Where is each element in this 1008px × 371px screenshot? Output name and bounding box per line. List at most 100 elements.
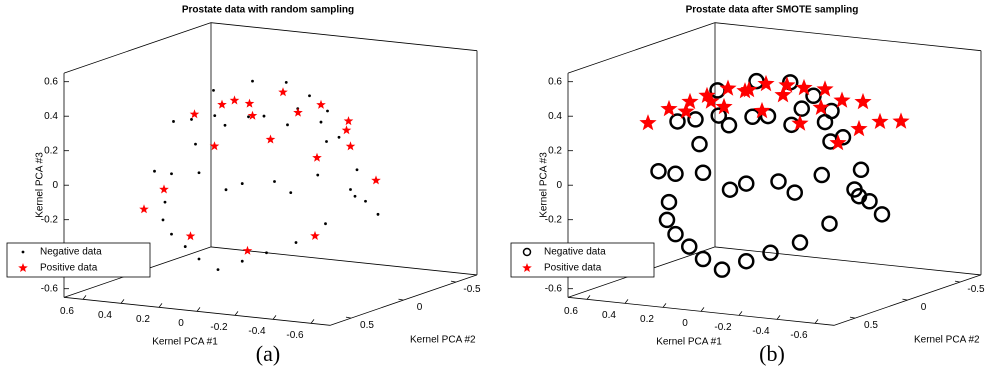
x-tick-label: -0.6 bbox=[286, 330, 304, 341]
chart-title: Prostate data with random sampling bbox=[182, 5, 354, 16]
point bbox=[229, 95, 240, 105]
y-tick-label: -0.5 bbox=[463, 284, 481, 295]
point bbox=[337, 135, 341, 139]
point bbox=[833, 91, 851, 108]
z-tick-label: -0.2 bbox=[545, 214, 563, 225]
x-tick-label: 0.6 bbox=[60, 306, 74, 317]
point bbox=[18, 263, 28, 272]
z-tick-label: -0.6 bbox=[41, 283, 59, 294]
point bbox=[715, 97, 733, 115]
point bbox=[691, 135, 708, 153]
point bbox=[312, 152, 322, 162]
legend-label: Negative data bbox=[544, 247, 606, 258]
x-tick-label: -0.2 bbox=[714, 322, 732, 333]
point bbox=[247, 115, 250, 119]
point bbox=[738, 175, 755, 192]
y-tick bbox=[450, 280, 457, 283]
point bbox=[813, 166, 830, 184]
x-tick-label: 0 bbox=[682, 318, 688, 329]
point bbox=[273, 180, 276, 183]
point bbox=[240, 259, 244, 263]
point bbox=[161, 218, 165, 222]
point bbox=[324, 222, 327, 226]
point bbox=[289, 191, 293, 195]
point bbox=[694, 250, 712, 268]
legend-box bbox=[510, 242, 655, 278]
z-tick-label: 0.2 bbox=[44, 145, 58, 156]
point bbox=[757, 74, 775, 92]
point bbox=[522, 263, 532, 272]
point bbox=[522, 247, 532, 257]
box-edge bbox=[63, 22, 212, 74]
x-tick bbox=[234, 311, 239, 316]
point bbox=[242, 245, 253, 255]
point bbox=[713, 261, 731, 278]
point bbox=[719, 79, 737, 96]
point bbox=[355, 168, 359, 172]
point bbox=[159, 184, 169, 194]
z-tick-label: -0.2 bbox=[41, 214, 59, 225]
z-tick-label: 0.4 bbox=[44, 111, 58, 122]
point bbox=[316, 173, 320, 177]
x-axis-label: Kernel PCA #1 bbox=[152, 337, 218, 348]
y-tick bbox=[345, 316, 352, 319]
point bbox=[778, 76, 796, 93]
x-tick bbox=[196, 307, 201, 312]
x-tick bbox=[738, 311, 743, 316]
z-tick-label: 0 bbox=[556, 180, 562, 191]
point bbox=[892, 112, 910, 129]
x-tick-label: -0.6 bbox=[790, 330, 808, 341]
x-tick bbox=[272, 315, 277, 320]
point bbox=[681, 238, 698, 255]
point bbox=[209, 141, 220, 151]
point bbox=[197, 171, 201, 175]
z-tick-label: -0.6 bbox=[545, 283, 563, 294]
point bbox=[793, 100, 810, 117]
point bbox=[251, 79, 254, 83]
point bbox=[217, 99, 227, 109]
point bbox=[170, 232, 173, 236]
x-tick bbox=[624, 299, 629, 304]
point bbox=[294, 241, 298, 244]
z-tick-label: 0.6 bbox=[44, 76, 58, 87]
point bbox=[660, 99, 678, 117]
x-tick bbox=[776, 315, 781, 320]
x-tick-label: 0 bbox=[178, 318, 184, 329]
point bbox=[343, 116, 354, 126]
point bbox=[669, 113, 686, 130]
point bbox=[795, 78, 813, 96]
x-axis-label: Kernel PCA #1 bbox=[656, 337, 722, 348]
point bbox=[265, 134, 276, 144]
box-edge bbox=[714, 246, 982, 276]
point bbox=[224, 188, 228, 192]
z-axis-label: Kernel PCA #3 bbox=[539, 152, 550, 218]
y-tick bbox=[902, 298, 908, 301]
point bbox=[183, 245, 187, 248]
y-tick-label: 0.5 bbox=[864, 320, 878, 331]
point bbox=[873, 206, 891, 223]
x-tick-label: 0.6 bbox=[564, 306, 578, 317]
z-tick-label: 0.6 bbox=[548, 76, 562, 87]
point bbox=[376, 212, 380, 216]
point bbox=[698, 86, 716, 103]
y-axis-label: Kernel PCA #2 bbox=[914, 335, 980, 346]
box-edge bbox=[210, 246, 478, 276]
x-tick-label: -0.2 bbox=[210, 322, 228, 333]
legend-label: Negative data bbox=[40, 247, 102, 258]
y-tick-label: 0 bbox=[921, 302, 927, 313]
point bbox=[650, 162, 667, 180]
point bbox=[190, 118, 193, 121]
x-tick-label: -0.4 bbox=[752, 326, 770, 337]
point bbox=[308, 94, 311, 98]
z-tick-label: 0.4 bbox=[548, 111, 562, 122]
point bbox=[364, 199, 367, 203]
x-tick bbox=[662, 303, 667, 308]
legend-box bbox=[6, 242, 151, 278]
z-tick-label: 0 bbox=[52, 180, 58, 191]
point bbox=[753, 101, 771, 119]
x-tick bbox=[310, 319, 315, 324]
caption: (a) bbox=[256, 341, 280, 366]
point bbox=[736, 82, 754, 99]
x-tick-label: 0.2 bbox=[640, 314, 654, 325]
